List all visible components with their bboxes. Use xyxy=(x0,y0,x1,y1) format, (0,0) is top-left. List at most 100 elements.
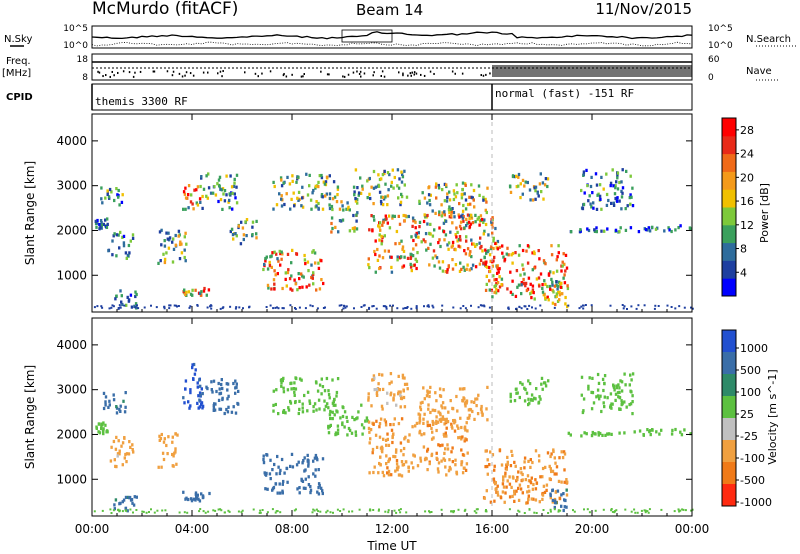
echo-cell xyxy=(674,307,677,310)
echo-cell xyxy=(441,401,445,405)
echo-cell xyxy=(525,391,529,395)
echo-cell xyxy=(297,175,300,179)
echo-cell xyxy=(336,428,340,432)
echo-cell xyxy=(511,453,514,457)
echo-cell xyxy=(367,392,370,396)
echo-cell xyxy=(620,399,623,403)
echo-cell xyxy=(432,436,435,440)
echo-cell xyxy=(382,218,385,222)
echo-cell xyxy=(468,216,471,221)
echo-cell xyxy=(452,419,455,423)
echo-cell xyxy=(207,288,211,292)
echo-cell xyxy=(534,307,537,310)
echo-cell xyxy=(244,220,247,224)
echo-cell xyxy=(113,507,116,511)
echo-cell xyxy=(660,508,663,511)
echo-cell xyxy=(556,299,560,303)
echo-cell xyxy=(679,224,682,228)
echo-cell xyxy=(630,305,633,308)
echo-cell xyxy=(339,510,342,512)
echo-cell xyxy=(114,297,117,301)
echo-cell xyxy=(509,185,512,189)
echo-cell xyxy=(279,511,282,514)
echo-cell xyxy=(387,443,391,447)
echo-cell xyxy=(631,186,634,190)
echo-cell xyxy=(123,304,126,307)
echo-cell xyxy=(481,249,484,253)
echo-cell xyxy=(465,224,468,228)
echo-cell xyxy=(351,510,354,513)
echo-cell xyxy=(410,461,413,465)
echo-cell xyxy=(206,306,209,309)
echo-cell xyxy=(400,180,404,184)
echo-cell xyxy=(609,181,613,185)
echo-cell xyxy=(227,394,230,398)
echo-cell xyxy=(196,203,200,207)
x-axis-label: Time UT xyxy=(366,539,417,553)
echo-cell xyxy=(268,472,272,476)
echo-cell xyxy=(119,306,122,309)
echo-cell xyxy=(654,304,657,307)
echo-cell xyxy=(400,192,403,196)
nave-dot xyxy=(181,75,184,78)
echo-cell xyxy=(419,456,422,460)
echo-cell xyxy=(465,438,468,442)
echo-cell xyxy=(419,401,423,405)
echo-cell xyxy=(442,221,446,225)
echo-cell xyxy=(418,413,422,417)
echo-cell xyxy=(234,379,237,383)
echo-cell xyxy=(492,274,495,278)
echo-cell xyxy=(289,399,292,404)
nave-dot xyxy=(185,71,188,74)
echo-cell xyxy=(519,487,523,491)
echo-cell xyxy=(477,306,480,309)
echo-cell xyxy=(548,284,552,289)
colorbar-swatch xyxy=(722,242,736,261)
echo-cell xyxy=(382,305,385,308)
echo-cell xyxy=(361,432,364,436)
echo-cell xyxy=(618,180,621,185)
echo-cell xyxy=(609,392,613,396)
echo-cell xyxy=(369,428,373,432)
echo-cell xyxy=(572,509,574,512)
echo-cell xyxy=(628,383,631,387)
echo-cell xyxy=(451,258,454,262)
echo-cell xyxy=(329,511,332,514)
echo-cell xyxy=(552,271,555,275)
echo-cell xyxy=(282,479,285,484)
echo-cell xyxy=(401,172,404,176)
echo-cell xyxy=(491,216,494,220)
echo-cell xyxy=(178,242,182,247)
echo-cell xyxy=(354,197,357,201)
echo-cell xyxy=(393,417,396,421)
echo-cell xyxy=(336,187,340,191)
echo-cell xyxy=(424,240,427,244)
nave-dot xyxy=(423,74,426,77)
echo-cell xyxy=(303,258,307,262)
echo-cell xyxy=(465,217,468,221)
echo-cell xyxy=(347,426,351,431)
echo-cell xyxy=(427,246,430,250)
echo-cell xyxy=(483,496,486,500)
echo-cell xyxy=(464,252,468,256)
echo-cell xyxy=(485,489,488,493)
echo-cell xyxy=(499,496,503,500)
echo-cell xyxy=(609,184,612,188)
echo-cell xyxy=(394,455,397,459)
echo-cell xyxy=(331,417,334,421)
echo-cell xyxy=(410,235,413,239)
echo-cell xyxy=(506,462,509,466)
echo-cell xyxy=(510,449,513,453)
echo-cell xyxy=(155,306,158,309)
echo-cell xyxy=(407,439,410,443)
echo-cell xyxy=(399,200,403,204)
echo-cell xyxy=(168,307,171,310)
echo-cell xyxy=(542,197,545,201)
nave-dot xyxy=(482,74,485,77)
echo-cell xyxy=(566,284,569,288)
echo-cell xyxy=(273,250,276,254)
echo-cell xyxy=(570,230,573,234)
echo-cell xyxy=(121,193,124,197)
echo-cell xyxy=(220,382,223,387)
